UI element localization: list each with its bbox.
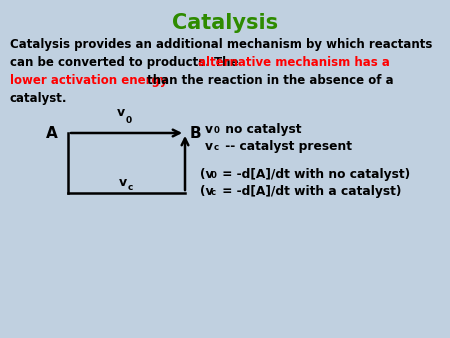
Text: catalyst.: catalyst. xyxy=(10,92,68,105)
Text: v: v xyxy=(205,123,213,136)
Text: can be converted to products. The: can be converted to products. The xyxy=(10,56,243,69)
Text: 0: 0 xyxy=(214,126,220,135)
Text: v: v xyxy=(205,140,213,153)
Text: c: c xyxy=(211,188,216,197)
Text: alternative mechanism has a: alternative mechanism has a xyxy=(198,56,390,69)
Text: (v: (v xyxy=(200,168,213,181)
Text: than the reaction in the absence of a: than the reaction in the absence of a xyxy=(143,74,394,87)
Text: Catalysis provides an additional mechanism by which reactants: Catalysis provides an additional mechani… xyxy=(10,38,432,51)
Text: (v: (v xyxy=(200,185,213,198)
Text: -- catalyst present: -- catalyst present xyxy=(221,140,352,153)
Text: lower activation energy: lower activation energy xyxy=(10,74,167,87)
Text: = -d[A]/dt with no catalyst): = -d[A]/dt with no catalyst) xyxy=(218,168,410,181)
Text: = -d[A]/dt with a catalyst): = -d[A]/dt with a catalyst) xyxy=(218,185,401,198)
Text: c: c xyxy=(214,143,219,152)
Text: B: B xyxy=(190,125,202,141)
Text: c: c xyxy=(127,184,133,193)
Text: A: A xyxy=(46,125,58,141)
Text: 0: 0 xyxy=(211,171,217,180)
Text: Catalysis: Catalysis xyxy=(172,13,278,33)
Text: v: v xyxy=(117,106,125,119)
Text: 0: 0 xyxy=(126,116,131,125)
Text: v: v xyxy=(118,176,126,190)
Text: no catalyst: no catalyst xyxy=(221,123,302,136)
